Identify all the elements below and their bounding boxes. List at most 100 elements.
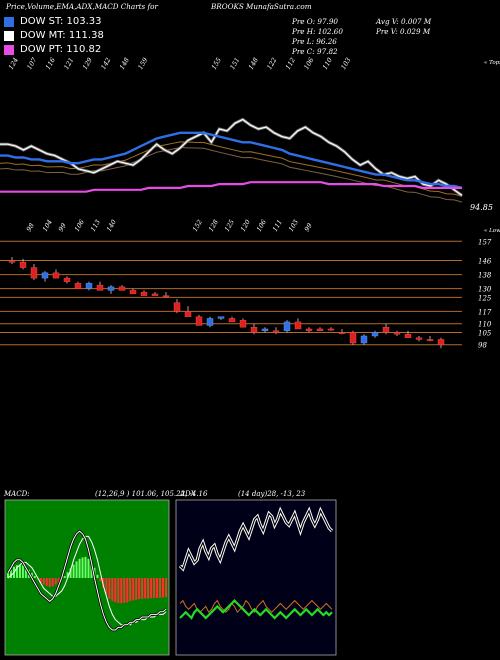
top-value-label: 148 (118, 56, 131, 71)
top-value-label: 122 (265, 56, 278, 71)
candle-body (184, 311, 192, 317)
stat-close: Pre C: 97.82 (292, 47, 338, 56)
candle-body (217, 316, 225, 319)
top-value-label: 155 (210, 56, 223, 71)
top-value-label: 106 (302, 56, 315, 71)
bottom-value-label: 106 (73, 218, 86, 233)
bottom-value-label: 111 (271, 218, 284, 233)
adx-plus-di-line (179, 509, 333, 570)
macd-line (7, 530, 167, 631)
adx-line (179, 599, 333, 620)
price-tick-label: 117 (478, 308, 492, 316)
candle-body (393, 332, 401, 335)
stat-avg-volume: Avg V: 0.007 M (376, 17, 432, 26)
candle-body (173, 302, 181, 312)
macd-params: (12,26,9 ) 101.06, 105.22, -4.16 (95, 490, 208, 498)
price-tick-label: 157 (478, 238, 492, 246)
lows-label: « Lows (484, 228, 500, 234)
bottom-value-label: 98 (25, 222, 36, 233)
top-value-label: 151 (228, 56, 241, 71)
candle-body (250, 327, 258, 333)
candle-body (283, 321, 291, 331)
candle-body (41, 272, 49, 279)
adx-params: (14 day)28, -13, 23 (238, 490, 306, 498)
bottom-value-label: 104 (41, 218, 54, 233)
last-price-label: 94.85 (470, 203, 493, 212)
stat-open: Pre O: 97.90 (292, 17, 338, 26)
bottom-value-label: 113 (89, 218, 102, 233)
top-value-label: 148 (247, 56, 260, 71)
bottom-value-label: 125 (223, 218, 236, 233)
bottom-value-label: 99 (57, 222, 68, 233)
price-tick-label: 110 (478, 321, 492, 329)
candle-body (261, 328, 269, 331)
top-value-label: 110 (321, 56, 334, 71)
candle-body (360, 335, 368, 344)
top-value-label: 159 (136, 56, 149, 71)
legend-swatch-magenta (4, 44, 14, 55)
candle-body (162, 295, 170, 298)
price-tick-label: 130 (478, 286, 492, 294)
top-value-label: 103 (339, 56, 352, 71)
stat-high: Pre H: 102.60 (292, 27, 343, 36)
price-tick-label: 146 (478, 258, 492, 266)
candle-body (74, 283, 82, 289)
adx-panel-bg (175, 499, 337, 656)
top-value-label: 116 (44, 56, 57, 71)
bottom-value-label: 103 (287, 218, 300, 233)
legend-label-mt: DOW MT: 111.38 (20, 30, 104, 41)
top-value-label: 142 (99, 56, 112, 71)
candle-body (228, 318, 236, 323)
candle-body (426, 339, 434, 341)
candle-body (52, 272, 60, 279)
bottom-value-label: 152 (191, 218, 204, 233)
bottom-value-label: 140 (105, 218, 118, 233)
candle-body (294, 321, 302, 330)
candle-body (140, 291, 148, 296)
candle-body (327, 328, 335, 331)
candle-body (371, 332, 379, 337)
candle-body (382, 327, 390, 333)
top-value-label: 112 (284, 56, 297, 71)
legend-dow-mt: DOW MT: 111.38 (4, 28, 104, 43)
candle-body (338, 332, 346, 334)
bottom-value-label: 106 (255, 218, 268, 233)
legend-dow-st: DOW ST: 103.33 (4, 14, 102, 29)
price-tick-label: 138 (478, 272, 492, 280)
chart-title: Price,Volume,EMA,ADX,MACD Charts for (6, 2, 158, 11)
top-value-label: 129 (81, 56, 94, 71)
macd-label: MACD: (3, 490, 30, 498)
chart-header: Price,Volume,EMA,ADX,MACD Charts for BRO… (0, 0, 500, 60)
candle-body (404, 334, 412, 338)
candle-body (206, 318, 214, 326)
candle-body (19, 262, 27, 268)
legend-swatch-blue (4, 16, 14, 27)
candle-body (151, 293, 159, 296)
candle-body (96, 284, 104, 291)
bottom-value-label: 120 (239, 218, 252, 233)
candle-body (437, 339, 445, 345)
candle-body (8, 260, 16, 263)
candle-body (129, 290, 137, 295)
candle-body (272, 330, 280, 333)
price-tick-label: 98 (478, 342, 487, 350)
stat-prev-volume: Pre V: 0.029 M (376, 27, 431, 36)
top-value-label: 107 (25, 56, 39, 71)
top-value-label: 124 (7, 56, 20, 71)
adx-label: ADX (179, 490, 197, 498)
price-tick-label: 125 (478, 294, 492, 302)
price-tick-label: 105 (478, 329, 492, 337)
ema-series-2 (0, 181, 462, 193)
candle-body (349, 332, 357, 344)
top-value-label: 121 (62, 56, 75, 71)
candle-body (316, 328, 324, 331)
candle-body (63, 277, 71, 282)
candle-body (85, 283, 93, 289)
legend-dow-pt: DOW PT: 110.82 (4, 42, 101, 57)
candle-body (30, 267, 38, 279)
candle-body (118, 286, 126, 291)
candle-body (195, 316, 203, 326)
bottom-value-label: 99 (303, 222, 314, 233)
ema-series-1 (0, 131, 463, 190)
